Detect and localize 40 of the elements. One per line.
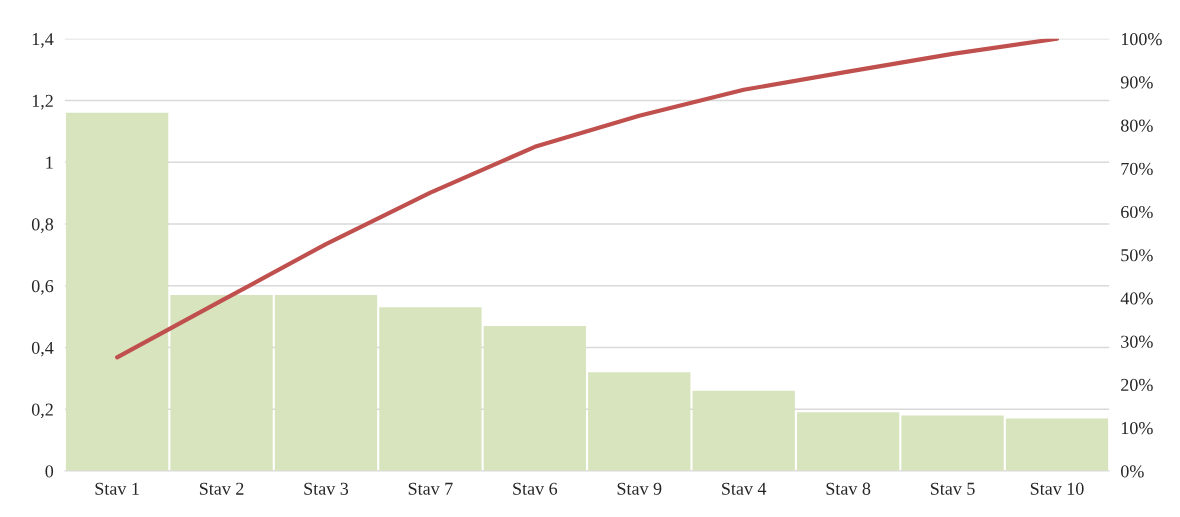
y2-tick-label: 50% (1121, 249, 1153, 262)
bar (588, 372, 691, 471)
x-tick-label: Stav 2 (199, 482, 244, 495)
bar (796, 412, 900, 471)
y-tick-label: 0,6 (31, 280, 54, 295)
y2-tick-label: 30% (1121, 335, 1153, 348)
y2-tick-label: 100% (1121, 33, 1162, 46)
bar (65, 112, 169, 471)
bar (379, 307, 482, 471)
y2-tick-label: 60% (1121, 205, 1153, 219)
x-tick-label: Stav 7 (408, 482, 453, 495)
x-tick-label: Stav 5 (930, 482, 975, 495)
y2-tick-label: 70% (1121, 162, 1153, 175)
x-tick-label: Stav 3 (304, 482, 349, 495)
bar (274, 295, 378, 471)
x-tick-label: Stav 10 (1030, 482, 1084, 495)
y-tick-label: 1 (46, 156, 53, 169)
x-tick-label: Stav 1 (95, 482, 139, 495)
y2-tick-label: 0% (1121, 465, 1144, 478)
y-tick-label: 1,2 (32, 94, 53, 110)
x-tick-label: Stav 6 (513, 482, 558, 495)
x-tick-label: Stav 4 (722, 482, 767, 495)
y2-tick-label: 20% (1121, 378, 1153, 392)
bar (170, 295, 273, 471)
y-tick-label: 0 (45, 465, 54, 478)
y-tick-label: 1,4 (32, 33, 54, 48)
y2-tick-label: 40% (1120, 292, 1153, 305)
bar (692, 390, 795, 471)
bar (483, 325, 587, 471)
y2-tick-label: 10% (1121, 422, 1153, 435)
y-tick-label: 0,8 (31, 218, 54, 234)
bar (1005, 418, 1109, 471)
x-tick-label: Stav 9 (617, 482, 662, 495)
y-tick-label: 0,2 (31, 403, 53, 419)
line-series (115, 38, 1060, 360)
bar (901, 415, 1004, 471)
y-tick-label: 0,4 (31, 341, 54, 357)
x-tick-label: Stav 8 (826, 482, 871, 495)
y2-tick-label: 90% (1120, 76, 1153, 89)
y2-tick-label: 80% (1121, 119, 1153, 132)
